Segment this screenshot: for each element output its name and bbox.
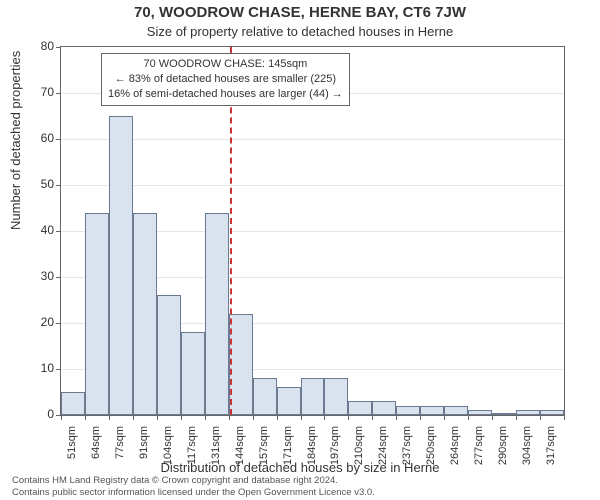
xtick-label: 290sqm xyxy=(497,426,509,476)
xtick-label: 264sqm xyxy=(449,426,461,476)
histogram-bar xyxy=(181,332,205,415)
ytick-mark xyxy=(56,369,61,370)
xtick-mark xyxy=(564,415,565,420)
ytick-label: 20 xyxy=(24,315,54,329)
ytick-mark xyxy=(56,185,61,186)
annotation-line-2: ← 83% of detached houses are smaller (22… xyxy=(108,72,343,87)
xtick-mark xyxy=(540,415,541,420)
histogram-bar xyxy=(372,401,396,415)
ytick-mark xyxy=(56,231,61,232)
annotation-line-1: 70 WOODROW CHASE: 145sqm xyxy=(108,57,343,72)
xtick-mark xyxy=(133,415,134,420)
ytick-label: 30 xyxy=(24,269,54,283)
histogram-bar xyxy=(277,387,301,415)
histogram-bar xyxy=(205,213,229,415)
xtick-mark xyxy=(301,415,302,420)
footer-line-2: Contains public sector information licen… xyxy=(12,487,375,498)
ytick-mark xyxy=(56,277,61,278)
histogram-bar xyxy=(540,410,564,415)
xtick-mark xyxy=(253,415,254,420)
xtick-mark xyxy=(277,415,278,420)
xtick-label: 171sqm xyxy=(282,426,294,476)
xtick-label: 210sqm xyxy=(353,426,365,476)
xtick-mark xyxy=(396,415,397,420)
xtick-mark xyxy=(181,415,182,420)
xtick-label: 304sqm xyxy=(521,426,533,476)
histogram-bar xyxy=(420,406,444,415)
xtick-label: 184sqm xyxy=(306,426,318,476)
xtick-label: 117sqm xyxy=(186,426,198,476)
ytick-label: 0 xyxy=(24,407,54,421)
histogram-bar xyxy=(229,314,253,415)
annotation-line-3: 16% of semi-detached houses are larger (… xyxy=(108,87,343,102)
xtick-mark xyxy=(157,415,158,420)
xtick-label: 237sqm xyxy=(401,426,413,476)
histogram-bar xyxy=(492,413,516,415)
xtick-mark xyxy=(324,415,325,420)
xtick-label: 64sqm xyxy=(90,426,102,476)
annotation-box: 70 WOODROW CHASE: 145sqm ← 83% of detach… xyxy=(101,53,350,106)
ytick-mark xyxy=(56,139,61,140)
xtick-mark xyxy=(61,415,62,420)
y-axis-label: Number of detached properties xyxy=(8,51,23,230)
histogram-bar xyxy=(516,410,540,415)
ytick-label: 10 xyxy=(24,361,54,375)
histogram-bar xyxy=(85,213,109,415)
xtick-mark xyxy=(85,415,86,420)
histogram-bar xyxy=(157,295,181,415)
xtick-label: 317sqm xyxy=(545,426,557,476)
xtick-label: 104sqm xyxy=(162,426,174,476)
xtick-mark xyxy=(492,415,493,420)
footer-line-1: Contains HM Land Registry data © Crown c… xyxy=(12,475,375,486)
xtick-label: 77sqm xyxy=(114,426,126,476)
ytick-label: 40 xyxy=(24,223,54,237)
xtick-label: 91sqm xyxy=(138,426,150,476)
footer-attribution: Contains HM Land Registry data © Crown c… xyxy=(12,475,375,498)
histogram-bar xyxy=(396,406,420,415)
chart-title-main: 70, WOODROW CHASE, HERNE BAY, CT6 7JW xyxy=(0,4,600,21)
chart-container: 70, WOODROW CHASE, HERNE BAY, CT6 7JW Si… xyxy=(0,0,600,500)
xtick-label: 131sqm xyxy=(210,426,222,476)
xtick-mark xyxy=(420,415,421,420)
histogram-bar xyxy=(253,378,277,415)
xtick-label: 197sqm xyxy=(329,426,341,476)
xtick-mark xyxy=(444,415,445,420)
xtick-label: 277sqm xyxy=(473,426,485,476)
xtick-mark xyxy=(229,415,230,420)
ytick-mark xyxy=(56,323,61,324)
histogram-bar xyxy=(61,392,85,415)
histogram-bar xyxy=(133,213,157,415)
plot-area: 70 WOODROW CHASE: 145sqm ← 83% of detach… xyxy=(60,46,565,416)
histogram-bar xyxy=(444,406,468,415)
chart-title-sub: Size of property relative to detached ho… xyxy=(0,24,600,39)
histogram-bar xyxy=(109,116,133,415)
ytick-mark xyxy=(56,93,61,94)
ytick-label: 60 xyxy=(24,131,54,145)
xtick-label: 250sqm xyxy=(425,426,437,476)
ytick-mark xyxy=(56,47,61,48)
xtick-label: 51sqm xyxy=(66,426,78,476)
xtick-label: 224sqm xyxy=(377,426,389,476)
histogram-bar xyxy=(348,401,372,415)
xtick-mark xyxy=(109,415,110,420)
xtick-label: 157sqm xyxy=(258,426,270,476)
xtick-mark xyxy=(468,415,469,420)
ytick-label: 80 xyxy=(24,39,54,53)
xtick-mark xyxy=(205,415,206,420)
gridline-h xyxy=(61,185,564,186)
histogram-bar xyxy=(324,378,348,415)
gridline-h xyxy=(61,139,564,140)
xtick-mark xyxy=(516,415,517,420)
ytick-label: 70 xyxy=(24,85,54,99)
xtick-mark xyxy=(348,415,349,420)
ytick-label: 50 xyxy=(24,177,54,191)
xtick-mark xyxy=(372,415,373,420)
histogram-bar xyxy=(301,378,325,415)
histogram-bar xyxy=(468,410,492,415)
xtick-label: 144sqm xyxy=(234,426,246,476)
